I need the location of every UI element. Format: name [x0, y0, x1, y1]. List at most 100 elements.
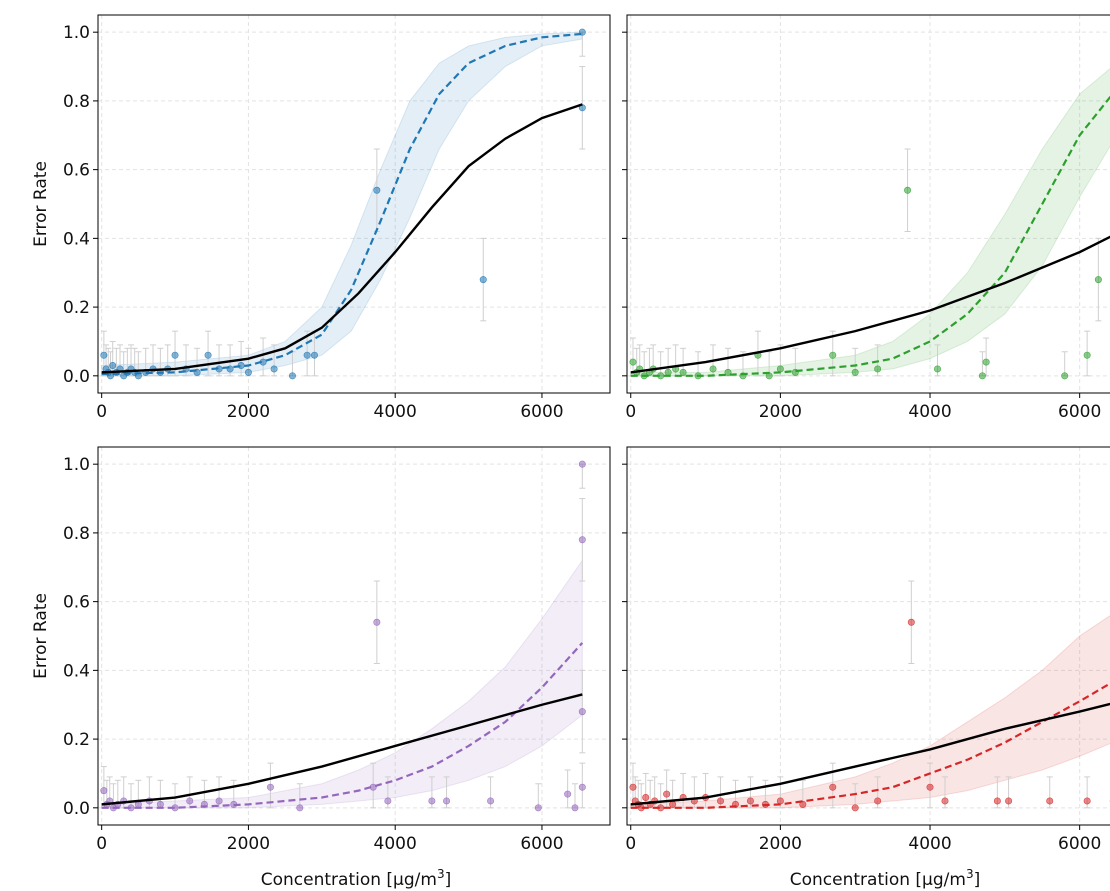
data-point — [443, 797, 451, 805]
confidence-band — [101, 31, 583, 377]
data-point — [642, 794, 650, 802]
data-point — [270, 365, 278, 373]
data-point — [629, 358, 637, 366]
x-tick-label: 6000 — [520, 834, 563, 854]
data-point — [1005, 797, 1013, 805]
data-point — [1083, 797, 1091, 805]
data-point — [266, 783, 274, 791]
data-point — [578, 536, 586, 544]
data-point — [776, 797, 784, 805]
x-tick-label: 6000 — [1058, 834, 1101, 854]
x-tick-label: 0 — [96, 402, 107, 422]
axes-frame — [626, 446, 1110, 826]
confidence-band — [630, 68, 1110, 377]
data-point — [310, 351, 318, 359]
y-axis-label: Error Rate — [31, 161, 51, 247]
data-point — [679, 368, 687, 376]
data-point — [874, 365, 882, 373]
data-point — [629, 783, 637, 791]
x-axis-label: Concentration [μg/m3] — [261, 867, 451, 890]
y-tick-label: 0.2 — [63, 298, 90, 318]
y-tick-label: 1.0 — [63, 23, 90, 43]
data-point — [186, 797, 194, 805]
data-point — [1046, 797, 1054, 805]
data-point — [578, 708, 586, 716]
data-point — [776, 365, 784, 373]
x-tick-label: 4000 — [374, 834, 417, 854]
data-point — [978, 372, 986, 380]
data-point — [874, 797, 882, 805]
data-point — [709, 365, 717, 373]
data-point — [244, 368, 252, 376]
data-point — [993, 797, 1001, 805]
data-point — [373, 618, 381, 626]
data-point — [829, 783, 837, 791]
x-tick-label: 4000 — [908, 834, 951, 854]
x-tick-label: 4000 — [908, 402, 951, 422]
data-point — [829, 351, 837, 359]
x-tick-label: 2000 — [759, 834, 802, 854]
data-point — [904, 186, 912, 194]
data-point — [1061, 372, 1069, 380]
solid-fit-line — [101, 103, 583, 374]
data-point — [941, 797, 949, 805]
x-tick-label: 2000 — [227, 402, 270, 422]
x-tick-label: 4000 — [374, 402, 417, 422]
data-point — [303, 351, 311, 359]
solid-fit-line — [630, 702, 1110, 806]
confidence-band — [630, 615, 1110, 809]
y-tick-label: 0.0 — [63, 799, 90, 819]
data-point — [564, 790, 572, 798]
x-axis-label: Concentration [μg/m3] — [790, 867, 980, 890]
data-point — [479, 276, 487, 284]
dashed-fit-line — [630, 95, 1110, 377]
data-point — [571, 804, 579, 812]
y-axis-label: Error Rate — [31, 593, 51, 679]
data-point — [934, 365, 942, 373]
dashed-fit-line — [101, 642, 584, 809]
data-point — [578, 783, 586, 791]
data-point — [663, 790, 671, 798]
panel-top-right: 0 2000 4000 6000 — [622, 14, 1110, 422]
solid-fit-line — [101, 693, 583, 806]
data-point — [100, 787, 108, 795]
data-point — [724, 368, 732, 376]
data-point — [428, 797, 436, 805]
data-point — [1094, 276, 1102, 284]
data-point — [100, 351, 108, 359]
x-tick-label: 2000 — [759, 402, 802, 422]
dashed-fit-line — [101, 32, 583, 376]
data-point — [907, 618, 915, 626]
y-tick-label: 0.6 — [63, 161, 90, 181]
data-point — [669, 800, 677, 808]
x-tick-label: 6000 — [1058, 402, 1101, 422]
data-point — [215, 797, 223, 805]
data-point — [982, 358, 990, 366]
axes-frame — [626, 14, 1110, 394]
data-point — [296, 804, 304, 812]
y-tick-label: 0.2 — [63, 730, 90, 750]
data-point — [799, 800, 807, 808]
data-point — [171, 351, 179, 359]
data-point — [534, 804, 542, 812]
data-point — [1083, 351, 1091, 359]
axes-frame — [97, 14, 611, 394]
data-point — [926, 783, 934, 791]
panel-top-left: 0 2000 4000 6000 0.0 0.2 0.4 0.6 0.8 1.0 Error Rat… — [31, 14, 611, 422]
data-point — [578, 460, 586, 468]
y-tick-label: 0.8 — [63, 524, 90, 544]
x-tick-label: 6000 — [520, 402, 563, 422]
y-tick-label: 1.0 — [63, 455, 90, 475]
y-tick-label: 0.4 — [63, 229, 90, 249]
y-tick-label: 0.6 — [63, 593, 90, 613]
data-point — [373, 186, 381, 194]
data-point — [487, 797, 495, 805]
data-point — [204, 351, 212, 359]
x-tick-label: 0 — [96, 834, 107, 854]
x-tick-label: 0 — [625, 402, 636, 422]
panel-bottom-left: 0 2000 4000 6000 0.0 0.2 0.4 0.6 0.8 1.0 Error Rat… — [31, 446, 611, 890]
x-tick-label: 0 — [625, 834, 636, 854]
data-point — [851, 368, 859, 376]
y-tick-label: 0.8 — [63, 92, 90, 112]
